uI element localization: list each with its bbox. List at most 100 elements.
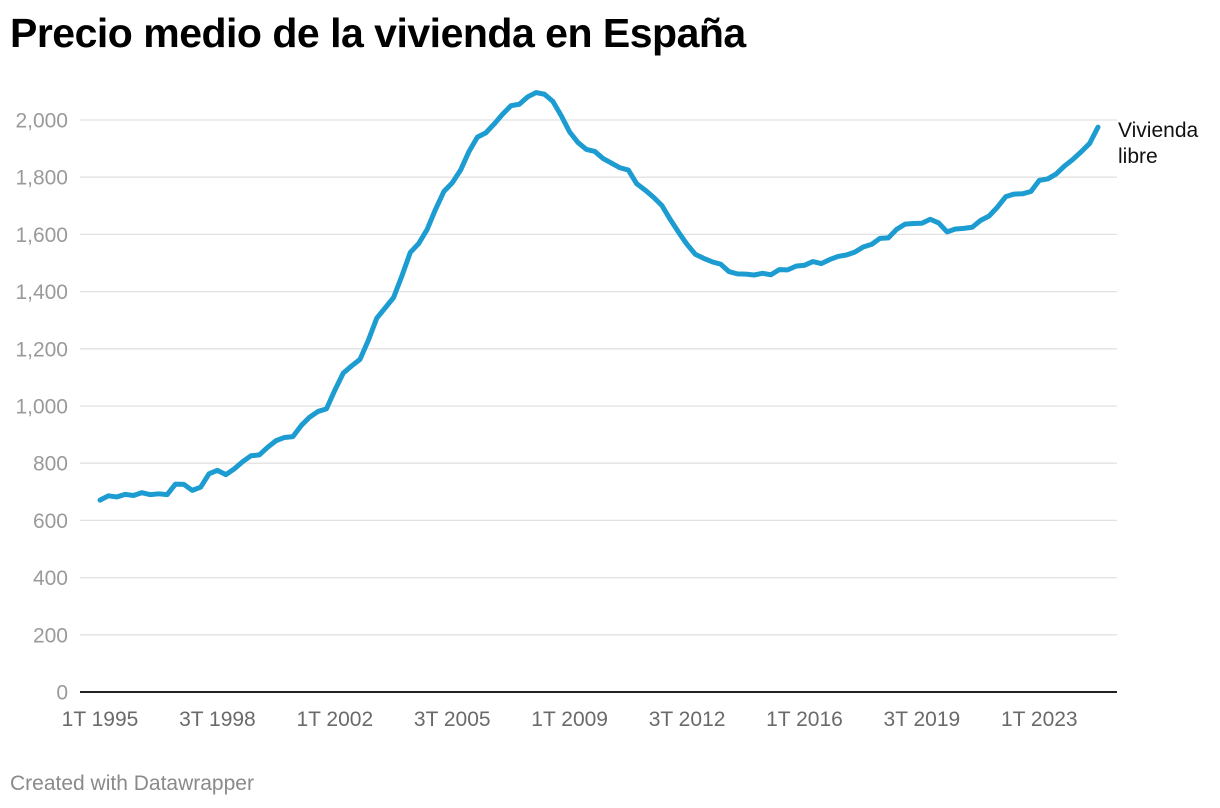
data-point <box>425 228 429 232</box>
data-point <box>375 316 379 320</box>
data-point <box>1088 141 1092 145</box>
data-point <box>266 445 270 449</box>
data-point <box>350 364 354 368</box>
data-point <box>819 262 823 266</box>
data-point <box>660 204 664 208</box>
series-label-line: Vivienda <box>1118 119 1198 142</box>
x-tick-label: 3T 2019 <box>884 708 961 731</box>
data-point <box>643 188 647 192</box>
data-point <box>283 435 287 439</box>
data-point <box>257 453 261 457</box>
data-point <box>911 222 915 226</box>
x-tick-label: 3T 2005 <box>414 708 491 731</box>
y-tick-label: 1,400 <box>15 281 68 304</box>
data-point <box>1029 190 1033 194</box>
data-point <box>417 242 421 246</box>
data-point <box>1054 172 1058 176</box>
data-point <box>962 226 966 230</box>
data-point <box>635 182 639 186</box>
data-point <box>802 263 806 267</box>
data-point <box>199 485 203 489</box>
data-point <box>165 493 169 497</box>
data-point <box>358 357 362 361</box>
x-tick-label: 1T 2023 <box>1001 708 1078 731</box>
y-tick-label: 1,600 <box>15 224 68 247</box>
data-point <box>970 225 974 229</box>
data-point <box>777 268 781 272</box>
y-tick-label: 800 <box>33 453 68 476</box>
data-point <box>316 409 320 413</box>
data-point <box>400 274 404 278</box>
data-point <box>551 99 555 103</box>
data-point <box>870 242 874 246</box>
data-point <box>584 147 588 151</box>
data-point <box>618 166 622 170</box>
y-tick-label: 1,200 <box>15 338 68 361</box>
data-point <box>886 236 890 240</box>
y-tick-label: 1,800 <box>15 167 68 190</box>
data-point <box>1012 192 1016 196</box>
y-tick-label: 400 <box>33 567 68 590</box>
data-point <box>853 250 857 254</box>
datawrapper-credit[interactable]: Created with Datawrapper <box>10 772 254 795</box>
y-axis-tick-labels: 0 200 400 600 800 1,000 1,200 1,400 1,600 1,800 2,… <box>15 110 68 705</box>
data-point <box>903 222 907 226</box>
data-point <box>509 104 513 108</box>
data-point <box>484 131 488 135</box>
data-point <box>786 268 790 272</box>
data-point <box>232 467 236 471</box>
data-point <box>593 149 597 153</box>
data-point <box>291 435 295 439</box>
data-point <box>568 130 572 134</box>
data-point <box>920 221 924 225</box>
data-point <box>652 195 656 199</box>
data-point <box>459 168 463 172</box>
x-tick-label: 1T 1995 <box>62 708 139 731</box>
chart-title: Precio medio de la vivienda en España <box>10 10 746 56</box>
data-point <box>626 168 630 172</box>
data-point <box>442 190 446 194</box>
y-tick-label: 1,000 <box>15 396 68 419</box>
data-point <box>140 491 144 495</box>
data-point <box>366 338 370 342</box>
data-point <box>408 250 412 254</box>
data-point <box>501 112 505 116</box>
data-point <box>987 214 991 218</box>
data-point <box>895 227 899 231</box>
data-point <box>861 245 865 249</box>
data-point <box>937 221 941 225</box>
data-point <box>953 227 957 231</box>
data-point <box>392 296 396 300</box>
data-point <box>190 488 194 492</box>
data-point <box>450 181 454 185</box>
data-point <box>668 218 672 222</box>
data-point <box>341 371 345 375</box>
gridlines <box>80 119 1117 693</box>
data-point <box>702 256 706 260</box>
data-point <box>610 161 614 165</box>
x-tick-label: 1T 2002 <box>296 708 373 731</box>
data-point <box>106 494 110 498</box>
data-point <box>761 271 765 275</box>
data-point <box>844 253 848 257</box>
data-point <box>878 236 882 240</box>
data-point <box>1037 178 1041 182</box>
data-point <box>1046 177 1050 181</box>
data-point <box>710 260 714 264</box>
data-point <box>467 149 471 153</box>
x-tick-label: 1T 2016 <box>766 708 843 731</box>
data-point <box>215 468 219 472</box>
data-point <box>308 415 312 419</box>
data-point <box>576 141 580 145</box>
data-point <box>1004 195 1008 199</box>
data-point <box>475 135 479 139</box>
data-point <box>811 260 815 264</box>
data-point <box>249 454 253 458</box>
data-point <box>735 272 739 276</box>
data-point <box>769 273 773 277</box>
data-point <box>1079 150 1083 154</box>
data-point <box>744 272 748 276</box>
data-point <box>148 493 152 497</box>
x-axis-tick-labels: 1T 1995 3T 1998 1T 2002 3T 2005 1T 2009 3T 20… <box>62 708 1078 731</box>
